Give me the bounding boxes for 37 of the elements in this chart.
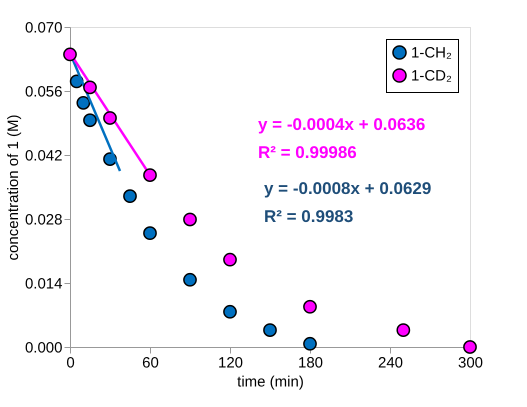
y-axis-title: concentration of 1 (M) — [4, 114, 22, 260]
point — [223, 304, 237, 319]
y-tick-label: 0.042 — [24, 148, 62, 164]
point — [183, 272, 197, 287]
point — [183, 212, 197, 226]
x-axis-title: time (min) — [237, 374, 304, 390]
y-tick-label: 0.028 — [24, 212, 62, 228]
point — [83, 80, 97, 94]
point — [123, 189, 137, 204]
x-tick-label: 120 — [218, 354, 244, 372]
y-tick-label: 0.014 — [24, 276, 62, 292]
point — [303, 300, 317, 314]
point — [303, 336, 317, 351]
annotation: y = -0.0004x + 0.0636 — [258, 115, 426, 134]
point — [463, 340, 477, 354]
annotation: R² = 0.99986 — [258, 143, 357, 162]
legend-label: 1-CH₂ — [411, 44, 452, 62]
point — [263, 323, 277, 337]
x-tick-label: 0 — [66, 354, 75, 372]
y-tick-label: 0.070 — [24, 20, 62, 36]
legend-label: 1-CD₂ — [411, 68, 452, 84]
point — [396, 323, 410, 337]
y-tick-label: 0.000 — [24, 340, 62, 356]
annotation: R² = 0.9983 — [264, 207, 354, 226]
annotation: y = -0.0008x + 0.0629 — [264, 179, 432, 198]
x-tick-label: 60 — [142, 354, 159, 372]
point — [143, 226, 157, 240]
point — [223, 252, 237, 267]
y-tick-label: 0.056 — [24, 84, 62, 100]
point — [63, 48, 77, 62]
x-tick-label: 180 — [298, 354, 324, 372]
point — [143, 168, 157, 182]
point — [103, 111, 117, 125]
x-tick-label: 300 — [458, 354, 484, 372]
point — [83, 113, 97, 128]
x-tick-label: 240 — [378, 354, 404, 372]
point — [76, 96, 90, 110]
